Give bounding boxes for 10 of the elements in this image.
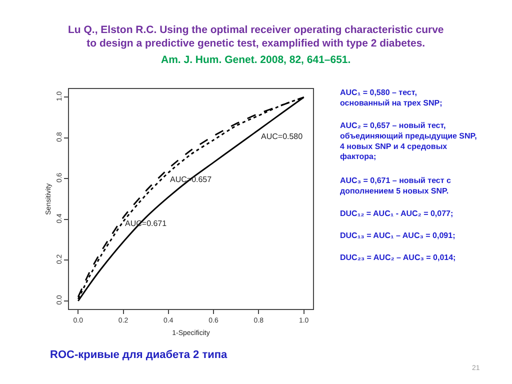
- text: DUC₁₂ = AUC₁ - AUC₂ = 0,077;: [340, 209, 454, 218]
- annotation: AUC=0.580: [261, 132, 304, 141]
- text: AUC₂ = 0,657 – новый тест, объединяющий предыдущие SNP, 4 новых SNP и 4 средовых фактора;: [340, 121, 477, 162]
- text: ROC-кривые для диабета 2 типа: [50, 349, 228, 361]
- text: AUC₃ = 0,671 – новый тест с дополнением 5 новых SNP.: [340, 176, 452, 196]
- text: DUC₂₃ = AUC₂ – AUC₃ = 0,014;: [340, 253, 456, 262]
- chart-subtitle: Am. J. Hum. Genet. 2008, 82, 641–651.: [161, 54, 351, 66]
- chart-title: Lu Q., Elston R.C. Using the optimal receiver operating characteristic curve to design a predictive genetic test, examplified with type 2 diabetes.: [68, 24, 444, 50]
- text: AUC₁ = 0,580 – тест, основанный на трех SNP;: [340, 88, 442, 108]
- text: DUC₁₃ = AUC₁ – AUC₃ = 0,091;: [340, 231, 456, 240]
